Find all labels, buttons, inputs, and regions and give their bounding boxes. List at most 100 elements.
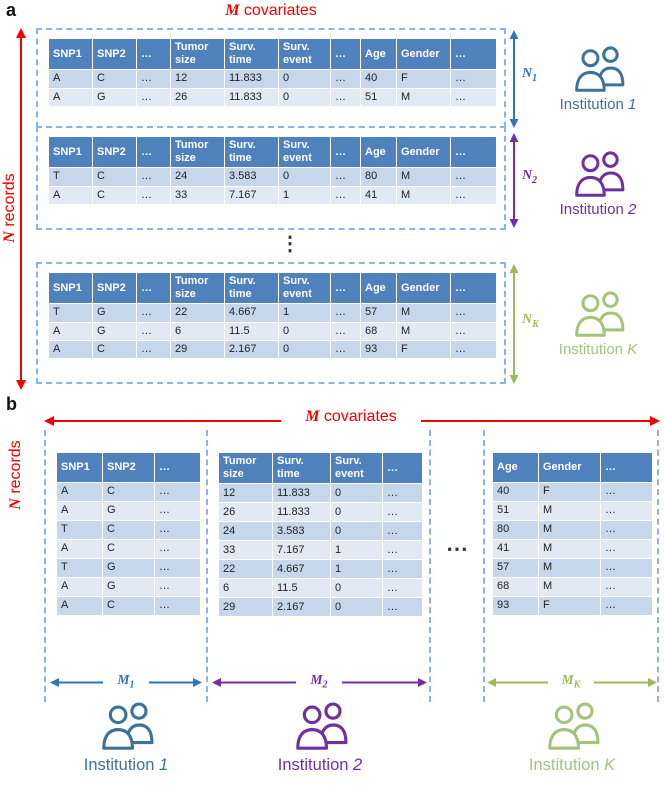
column-header: … — [330, 271, 361, 305]
table-cell: G — [92, 321, 137, 341]
table-cell: C — [92, 69, 137, 89]
table-cell: 1 — [278, 185, 331, 205]
institution-1-group: Institution 1 — [534, 44, 662, 113]
column-header: Gender — [538, 452, 601, 483]
table-cell: 51 — [360, 87, 397, 107]
table-cell: 40 — [492, 482, 539, 502]
m-covariates-label-a: M covariates — [201, 2, 341, 20]
count-sub: 1 — [532, 72, 538, 84]
partition-divider — [44, 430, 46, 702]
column-header: SNP2 — [92, 271, 137, 305]
table-cell: 93 — [360, 339, 397, 359]
table-cell: M — [396, 87, 451, 107]
snp-table: SNP1 SNP2… A C… A G… T C… A C… T G… A G… A C… — [56, 452, 201, 616]
column-header: … — [382, 451, 423, 485]
table-cell: T — [56, 558, 103, 578]
table-cell: A — [48, 321, 93, 341]
table-cell: A — [56, 539, 103, 559]
count-var: N — [522, 66, 533, 81]
table-cell: … — [600, 577, 653, 597]
column-header: … — [330, 37, 361, 71]
panel-a-label: a — [6, 0, 17, 20]
table-cell: 80 — [360, 167, 397, 187]
table-cell: 12 — [170, 69, 225, 89]
table-row: 68 M… — [492, 577, 653, 597]
table-cell: … — [450, 87, 497, 107]
table-cell: 2.167 — [224, 339, 279, 359]
table-row: A C… — [56, 596, 201, 616]
table-cell: … — [136, 339, 171, 359]
table-cell: C — [102, 520, 155, 540]
column-header: Age — [360, 271, 397, 305]
table-cell: 93 — [492, 596, 539, 616]
table-row: 41 M… — [492, 539, 653, 559]
table-cell: C — [92, 167, 137, 187]
n2-span-arrow — [509, 133, 519, 228]
covariates-text: covariates — [239, 2, 317, 19]
column-header: … — [136, 271, 171, 305]
table-cell: … — [330, 167, 361, 187]
institution-2-data-block: SNP1 SNP2… Tumor size Surv. time Surv. event… — [36, 126, 506, 230]
table-cell: 26 — [170, 87, 225, 107]
table-cell: 0 — [330, 502, 383, 523]
table-cell: … — [136, 321, 171, 341]
table-cell: 0 — [330, 483, 383, 504]
column-header: SNP1 — [56, 452, 103, 483]
table-row: 80 M… — [492, 520, 653, 540]
n2-count-label: N2 — [522, 168, 537, 186]
count-sub: K — [573, 679, 581, 691]
table-row: 24 3.583 0… — [218, 521, 423, 542]
table-row: A C… 29 2.167 0… 93 F… — [48, 339, 497, 359]
table-cell: A — [56, 596, 103, 616]
column-header: … — [600, 452, 653, 483]
count-sub: 2 — [532, 174, 538, 186]
table-cell: G — [102, 501, 155, 521]
table-row: 51 M… — [492, 501, 653, 521]
header-row: SNP1 SNP2… Tumor size Surv. time Surv. event… — [48, 135, 497, 169]
table-cell: … — [154, 558, 201, 578]
table-cell: A — [56, 482, 103, 502]
partition-divider — [429, 430, 431, 702]
table-cell: 0 — [330, 578, 383, 599]
table-cell: 0 — [278, 339, 331, 359]
table-cell: 11.833 — [272, 502, 331, 523]
table-cell: … — [382, 483, 423, 504]
table-cell: M — [538, 501, 601, 521]
m-variable: M — [305, 408, 320, 425]
count-var: N — [522, 168, 533, 183]
table-cell: 1 — [278, 303, 331, 323]
table-cell: 0 — [330, 521, 383, 542]
institution-1-icon — [102, 702, 154, 750]
column-header: SNP1 — [48, 135, 93, 169]
m2-count-label: M2 — [296, 672, 342, 691]
table-cell: … — [330, 69, 361, 89]
table-cell: M — [538, 520, 601, 540]
table-cell: … — [136, 185, 171, 205]
table-cell: 33 — [218, 540, 273, 561]
column-header: Tumor size — [170, 37, 225, 71]
column-header: SNP1 — [48, 37, 93, 71]
table-cell: G — [102, 577, 155, 597]
records-text: records — [7, 440, 24, 499]
column-header: … — [136, 135, 171, 169]
table-cell: M — [396, 185, 451, 205]
table-row: T C… — [56, 520, 201, 540]
table-cell: 22 — [218, 559, 273, 580]
table-cell: … — [382, 521, 423, 542]
table-cell: 11.5 — [272, 578, 331, 599]
institution-2-label: Institution 2 — [277, 756, 363, 774]
table-cell: C — [102, 482, 155, 502]
column-header: Tumor size — [170, 135, 225, 169]
institution-k-group: Institution K — [534, 289, 662, 358]
column-header: Age — [360, 135, 397, 169]
table-cell: … — [382, 502, 423, 523]
table-cell: … — [330, 339, 361, 359]
table-cell: 26 — [218, 502, 273, 523]
table-row: 57 M… — [492, 558, 653, 578]
institution-1-icon — [575, 46, 625, 92]
table-cell: G — [92, 303, 137, 323]
table-cell: 11.5 — [224, 321, 279, 341]
column-header: Surv. time — [272, 451, 331, 485]
table-row: A C… — [56, 539, 201, 559]
table-cell: A — [56, 501, 103, 521]
